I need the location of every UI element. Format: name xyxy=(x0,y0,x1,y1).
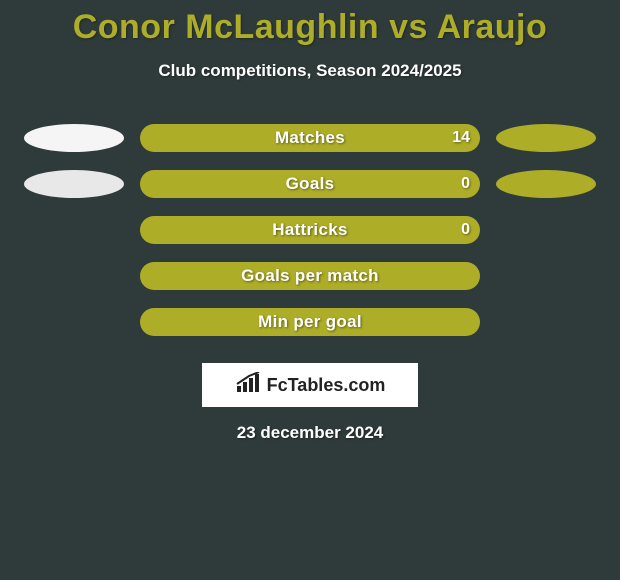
stat-bar: Goals per match xyxy=(140,262,480,290)
stat-label: Goals xyxy=(286,174,335,194)
right-side xyxy=(496,261,596,291)
stat-rows: Matches 14 Goals 0 Hattric xyxy=(0,115,620,345)
left-side xyxy=(24,169,124,199)
comparison-infographic: Conor McLaughlin vs Araujo Club competit… xyxy=(0,0,620,580)
stat-bar: Matches 14 xyxy=(140,124,480,152)
right-side xyxy=(496,123,596,153)
player-left-ellipse xyxy=(24,170,124,198)
stat-label: Goals per match xyxy=(241,266,379,286)
stat-label: Matches xyxy=(275,128,345,148)
chart-icon xyxy=(235,372,261,399)
player-right-ellipse xyxy=(496,124,596,152)
stat-row: Goals 0 xyxy=(0,161,620,207)
right-side xyxy=(496,307,596,337)
left-side xyxy=(24,261,124,291)
stat-row: Hattricks 0 xyxy=(0,207,620,253)
stat-value: 0 xyxy=(461,175,470,193)
stat-bar: Hattricks 0 xyxy=(140,216,480,244)
right-side xyxy=(496,169,596,199)
stat-row: Matches 14 xyxy=(0,115,620,161)
right-side xyxy=(496,215,596,245)
stat-value: 0 xyxy=(461,221,470,239)
stat-label: Min per goal xyxy=(258,312,362,332)
stat-bar: Goals 0 xyxy=(140,170,480,198)
source-logo: FcTables.com xyxy=(202,363,418,407)
stat-label: Hattricks xyxy=(272,220,347,240)
player-left-ellipse xyxy=(24,124,124,152)
page-title: Conor McLaughlin vs Araujo xyxy=(0,0,620,47)
stat-value: 14 xyxy=(452,129,470,147)
player-right-ellipse xyxy=(496,170,596,198)
left-side xyxy=(24,123,124,153)
stat-row: Min per goal xyxy=(0,299,620,345)
stat-bar: Min per goal xyxy=(140,308,480,336)
stat-row: Goals per match xyxy=(0,253,620,299)
logo-text: FcTables.com xyxy=(267,375,386,396)
left-side xyxy=(24,307,124,337)
subtitle: Club competitions, Season 2024/2025 xyxy=(0,61,620,81)
left-side xyxy=(24,215,124,245)
date-text: 23 december 2024 xyxy=(0,423,620,443)
